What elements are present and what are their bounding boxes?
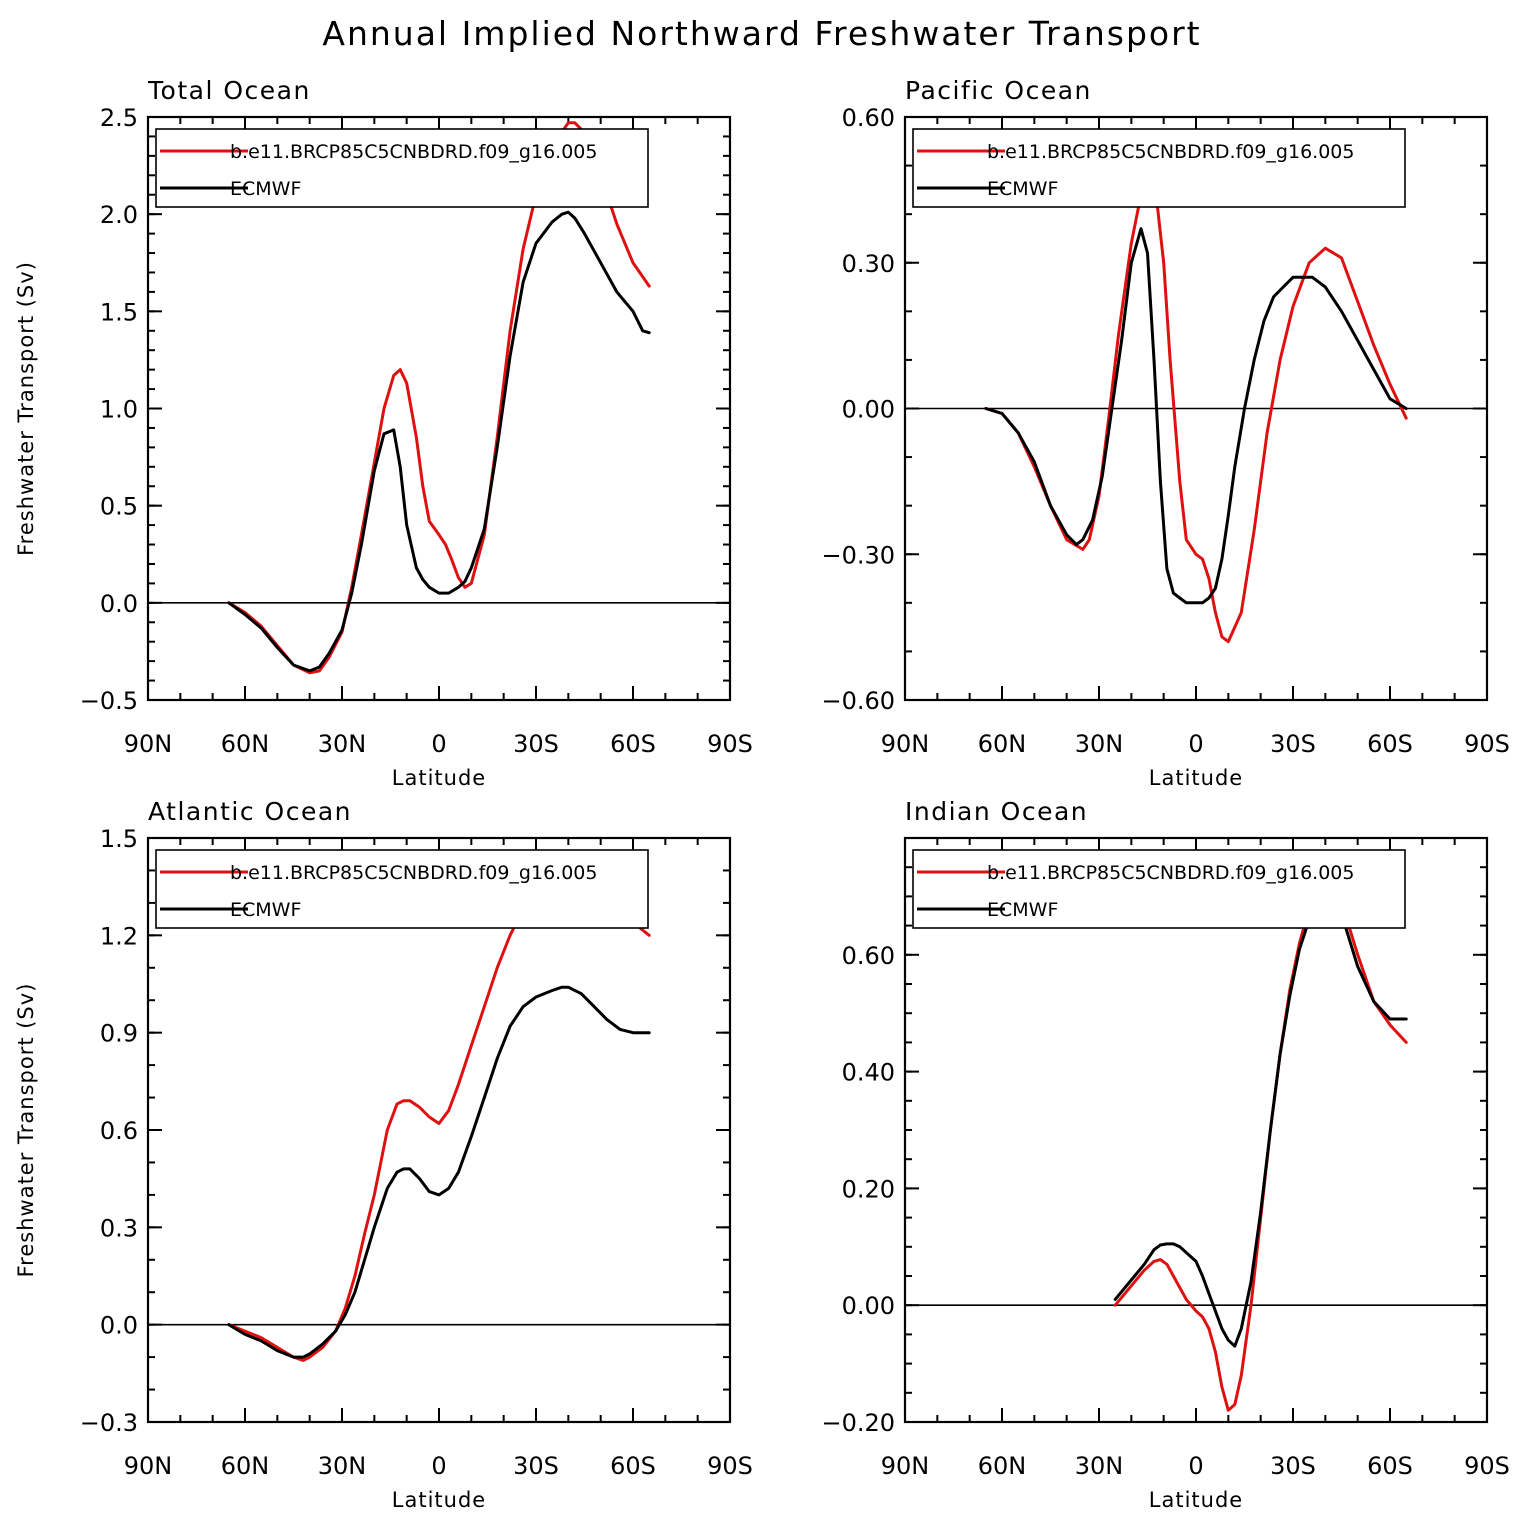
panel-atlantic-ocean: −0.3 0.0 0.3 0.6 0.9 1.2 1.5 90N 60N 30N 0 30S 60S 90… (14, 797, 753, 1512)
y-axis-label: Freshwater Transport (Sv) (14, 983, 38, 1278)
legend: b.e11.BRCP85C5CNBDRD.f09_g16.005 ECMWF (912, 849, 1406, 929)
x-tick-label: 30S (513, 730, 559, 758)
y-tick-label: 0.60 (842, 104, 895, 132)
panel-total-ocean: −0.5 0.0 0.5 1.0 1.5 2.0 2.5 90N 60N 30N 0 30S 60S 90… (14, 76, 753, 790)
y-tick-label: 0.40 (842, 1059, 895, 1087)
panel-title: Pacific Ocean (905, 76, 1092, 105)
legend-label: b.e11.BRCP85C5CNBDRD.f09_g16.005 (230, 862, 597, 884)
legend-label: ECMWF (230, 899, 301, 921)
legend-label: ECMWF (987, 178, 1058, 200)
series-line-model (227, 121, 651, 675)
legend-box (155, 128, 649, 208)
x-tick-label: 30S (1270, 730, 1316, 758)
series-line-ecmwf (1113, 894, 1408, 1348)
x-tick-label: 60S (1367, 1452, 1413, 1480)
legend-label: b.e11.BRCP85C5CNBDRD.f09_g16.005 (987, 862, 1354, 884)
x-tick-label: 60N (221, 1452, 270, 1480)
series-line-model (227, 865, 651, 1362)
y-tick-label: 2.0 (100, 201, 138, 229)
x-tick-label: 0 (1188, 1452, 1203, 1480)
x-tick-label: 30S (513, 1452, 559, 1480)
x-tick-label: 60S (610, 730, 656, 758)
y-axis-label: Freshwater Transport (Sv) (14, 261, 38, 556)
legend-label: b.e11.BRCP85C5CNBDRD.f09_g16.005 (230, 141, 597, 163)
series-line-model (1113, 877, 1408, 1412)
y-tick-label: −0.3 (80, 1409, 138, 1437)
x-tick-label: 0 (431, 1452, 446, 1480)
y-tick-label: 0.30 (842, 250, 895, 278)
series-line-ecmwf (227, 985, 651, 1359)
legend: b.e11.BRCP85C5CNBDRD.f09_g16.005 ECMWF (155, 849, 649, 929)
x-axis-label: Latitude (392, 1488, 486, 1512)
x-tick-label: 90S (1464, 1452, 1510, 1480)
x-axis-label: Latitude (1149, 1488, 1243, 1512)
y-tick-label: −0.60 (821, 687, 895, 715)
y-tick-label: 0.6 (100, 1117, 138, 1145)
legend-label: b.e11.BRCP85C5CNBDRD.f09_g16.005 (987, 141, 1354, 163)
y-tick-label: 0.9 (100, 1020, 138, 1048)
legend: b.e11.BRCP85C5CNBDRD.f09_g16.005 ECMWF (912, 128, 1406, 208)
y-tick-label: 0.3 (100, 1214, 138, 1242)
series-line-model (984, 178, 1408, 644)
y-tick-label: 0.5 (100, 493, 138, 521)
chart-panels: −0.5 0.0 0.5 1.0 1.5 2.0 2.5 90N 60N 30N 0 30S 60S 90… (14, 76, 1510, 1512)
y-tick-label: 1.5 (100, 825, 138, 853)
x-axis-label: Latitude (392, 766, 486, 790)
x-tick-label: 90N (881, 730, 930, 758)
x-tick-label: 30N (1075, 1452, 1124, 1480)
panel-title: Total Ocean (147, 76, 311, 105)
panel-title: Atlantic Ocean (148, 797, 352, 826)
y-tick-label: 1.2 (100, 922, 138, 950)
x-tick-label: 30S (1270, 1452, 1316, 1480)
series-line-ecmwf (984, 227, 1408, 605)
x-tick-label: 90N (124, 1452, 173, 1480)
legend-box (912, 128, 1406, 208)
y-tick-label: −0.5 (80, 687, 138, 715)
x-tick-label: 30N (318, 730, 367, 758)
y-tick-label: 0.0 (100, 1312, 138, 1340)
y-tick-label: 0.20 (842, 1175, 895, 1203)
y-tick-label: 0.0 (100, 590, 138, 618)
legend: b.e11.BRCP85C5CNBDRD.f09_g16.005 ECMWF (155, 128, 649, 208)
x-tick-label: 0 (1188, 730, 1203, 758)
y-tick-label: −0.30 (821, 541, 895, 569)
y-tick-label: 2.5 (100, 104, 138, 132)
x-tick-label: 60N (221, 730, 270, 758)
x-tick-label: 90S (707, 730, 753, 758)
panel-pacific-ocean: −0.60 −0.30 0.00 0.30 0.60 90N 60N 30N 0 30S 60S 90… (821, 76, 1509, 790)
y-tick-label: 0.00 (842, 1292, 895, 1320)
series-line-ecmwf (227, 210, 651, 673)
legend-label: ECMWF (987, 899, 1058, 921)
y-tick-label: 0.60 (842, 942, 895, 970)
x-tick-label: 90N (124, 730, 173, 758)
legend-box (912, 849, 1406, 929)
x-tick-label: 60S (1367, 730, 1413, 758)
x-tick-label: 30N (1075, 730, 1124, 758)
y-tick-label: 1.0 (100, 396, 138, 424)
x-tick-label: 60N (978, 1452, 1027, 1480)
y-tick-label: 0.00 (842, 396, 895, 424)
x-tick-label: 30N (318, 1452, 367, 1480)
y-tick-label: −0.20 (821, 1409, 895, 1437)
x-tick-label: 60S (610, 1452, 656, 1480)
x-tick-label: 0 (431, 730, 446, 758)
figure-title: Annual Implied Northward Freshwater Tran… (322, 14, 1201, 53)
x-axis-label: Latitude (1149, 766, 1243, 790)
legend-label: ECMWF (230, 178, 301, 200)
x-tick-label: 90S (1464, 730, 1510, 758)
y-tick-label: 1.5 (100, 298, 138, 326)
panel-title: Indian Ocean (905, 797, 1088, 826)
x-tick-label: 90S (707, 1452, 753, 1480)
x-tick-label: 60N (978, 730, 1027, 758)
panel-indian-ocean: −0.20 0.00 0.20 0.40 0.60 90N 60N 30N 0 30S 60S 90S… (821, 797, 1509, 1512)
x-tick-label: 90N (881, 1452, 930, 1480)
legend-box (155, 849, 649, 929)
